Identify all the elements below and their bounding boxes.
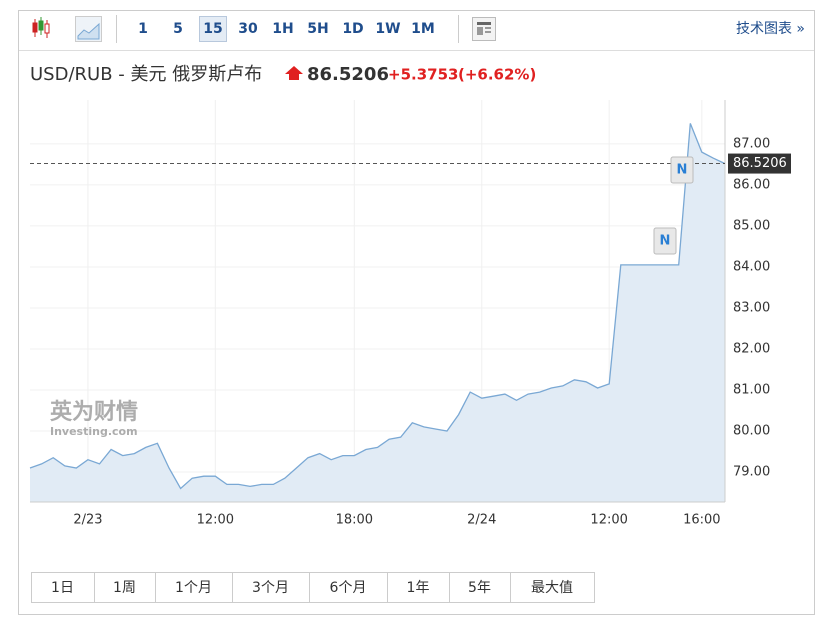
- interval-button[interactable]: 1H: [272, 21, 293, 37]
- y-tick-label: 84.00: [733, 259, 770, 274]
- price-line: [29, 123, 726, 490]
- event-marker[interactable]: [653, 227, 677, 255]
- candle-icon[interactable]: [32, 17, 50, 38]
- x-tick-label: 18:00: [336, 513, 373, 528]
- chart-title: USD/RUB - 美元 俄罗斯卢布: [30, 64, 262, 85]
- range-button[interactable]: [510, 572, 595, 603]
- interval-button[interactable]: 1: [138, 21, 148, 37]
- x-tick-label: 16:00: [683, 513, 720, 528]
- x-tick-label: 2/23: [73, 513, 102, 528]
- y-tick-label: 87.00: [733, 136, 770, 151]
- x-tick-label: 12:00: [590, 513, 627, 528]
- interval-button[interactable]: 30: [238, 21, 258, 37]
- interval-button[interactable]: 1D: [342, 21, 363, 37]
- range-label: 6个月: [330, 580, 367, 596]
- event-marker-label: N: [660, 234, 671, 249]
- change-pct: (+6.62%): [458, 66, 536, 84]
- selected-interval: [199, 16, 227, 42]
- range-label: 1个月: [175, 580, 212, 596]
- x-tick-label: 12:00: [197, 513, 234, 528]
- event-marker[interactable]: [670, 156, 694, 184]
- last-value-box: [728, 153, 791, 174]
- range-label: 最大值: [531, 580, 573, 596]
- interval-button[interactable]: 1M: [411, 21, 435, 37]
- interval-button[interactable]: 1W: [375, 21, 400, 37]
- layout-icon[interactable]: [472, 17, 496, 41]
- range-button[interactable]: [155, 572, 233, 603]
- technical-chart-link[interactable]: 技术图表 »: [736, 21, 805, 37]
- range-label: 1日: [51, 580, 74, 596]
- range-label: 5年: [468, 580, 491, 596]
- range-button[interactable]: [232, 572, 310, 603]
- watermark: Investing.com: [50, 425, 138, 438]
- range-button[interactable]: [387, 572, 450, 603]
- y-tick-label: 80.00: [733, 424, 770, 439]
- area-icon[interactable]: [75, 16, 102, 42]
- range-button[interactable]: [31, 572, 95, 603]
- range-label: 1年: [407, 580, 430, 596]
- range-label: 3个月: [252, 580, 289, 596]
- y-tick-label: 86.00: [733, 177, 770, 192]
- y-tick-label: 85.00: [733, 218, 770, 233]
- y-tick-label: 81.00: [733, 383, 770, 398]
- last-value-label: 86.5206: [733, 156, 787, 171]
- range-button[interactable]: [449, 572, 511, 603]
- interval-button[interactable]: 5: [173, 21, 183, 37]
- range-label: 1周: [113, 580, 136, 596]
- watermark: 英为财情: [50, 399, 138, 425]
- y-tick-label: 83.00: [733, 300, 770, 315]
- interval-button[interactable]: 5H: [307, 21, 328, 37]
- y-tick-label: 79.00: [733, 465, 770, 480]
- range-button[interactable]: [94, 572, 156, 603]
- range-button[interactable]: [309, 572, 388, 603]
- x-tick-label: 2/24: [467, 513, 496, 528]
- area-fill: [30, 123, 725, 503]
- price: 86.5206: [307, 64, 389, 85]
- event-marker-label: N: [677, 163, 688, 178]
- y-tick-label: 82.00: [733, 341, 770, 356]
- change: +5.3753: [388, 66, 458, 84]
- up-arrow: [285, 66, 303, 80]
- interval-button[interactable]: 15: [203, 21, 222, 37]
